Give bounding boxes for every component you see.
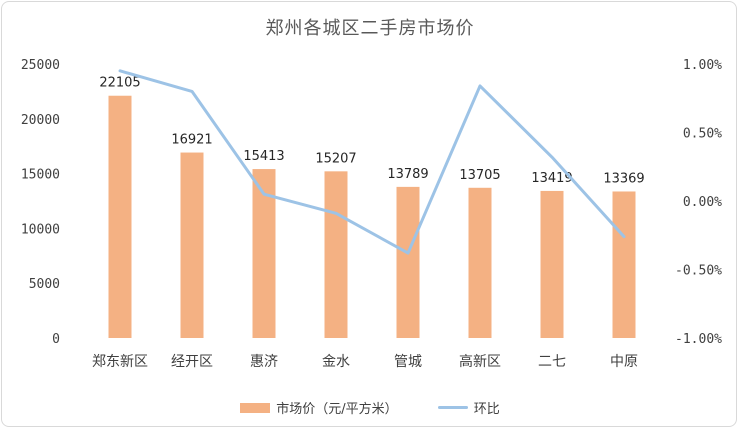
legend: 市场价（元/平方米） 环比 xyxy=(0,398,740,417)
x-category-label: 二七 xyxy=(538,354,566,370)
x-category-label: 中原 xyxy=(610,354,638,370)
bar-data-label: 15207 xyxy=(315,151,356,166)
legend-item-mom: 环比 xyxy=(437,398,500,417)
legend-label-mom: 环比 xyxy=(473,402,500,417)
x-category-label: 郑东新区 xyxy=(92,354,148,370)
legend-item-price: 市场价（元/平方米） xyxy=(240,398,398,417)
legend-swatch-line xyxy=(437,406,468,409)
bar-0 xyxy=(108,95,132,338)
bar-1 xyxy=(180,152,204,338)
y-left-tick-label: 0 xyxy=(52,332,60,347)
chart-title: 郑州各城区二手房市场价 xyxy=(265,18,475,39)
bar-data-label: 22105 xyxy=(99,76,140,91)
bar-5 xyxy=(468,187,492,338)
bar-data-label: 16921 xyxy=(171,133,212,148)
bar-data-label: 13789 xyxy=(387,167,428,182)
x-category-label: 惠济 xyxy=(250,354,278,370)
y-right-tick-label: 0.00% xyxy=(683,195,722,210)
bar-4 xyxy=(396,186,420,338)
bar-data-label: 15413 xyxy=(243,149,284,164)
bar-6 xyxy=(540,190,564,338)
line-series-mom xyxy=(118,69,626,255)
bar-7 xyxy=(612,191,636,338)
legend-swatch-bar xyxy=(240,402,271,413)
bar-2 xyxy=(252,169,276,338)
y-right-tick-label: -0.50% xyxy=(675,264,722,279)
bar-3 xyxy=(324,171,348,338)
bar-data-label: 13369 xyxy=(603,171,644,186)
legend-label-price: 市场价（元/平方米） xyxy=(276,402,398,417)
y-left-tick-label: 10000 xyxy=(21,222,60,237)
y-left-tick-label: 5000 xyxy=(29,277,60,292)
x-category-label: 管城 xyxy=(394,354,422,370)
y-left-tick-label: 25000 xyxy=(21,58,60,73)
y-left-tick-label: 20000 xyxy=(21,113,60,128)
x-category-label: 经开区 xyxy=(171,354,213,370)
bar-data-label: 13705 xyxy=(459,168,500,183)
y-right-tick-label: 1.00% xyxy=(683,58,722,73)
x-category-label: 金水 xyxy=(322,354,350,370)
bar-data-label: 13419 xyxy=(531,171,572,186)
y-left-tick-label: 15000 xyxy=(21,168,60,183)
y-right-tick-label: 0.50% xyxy=(683,127,722,142)
y-right-tick-label: -1.00% xyxy=(675,332,722,347)
x-category-label: 高新区 xyxy=(459,353,501,370)
